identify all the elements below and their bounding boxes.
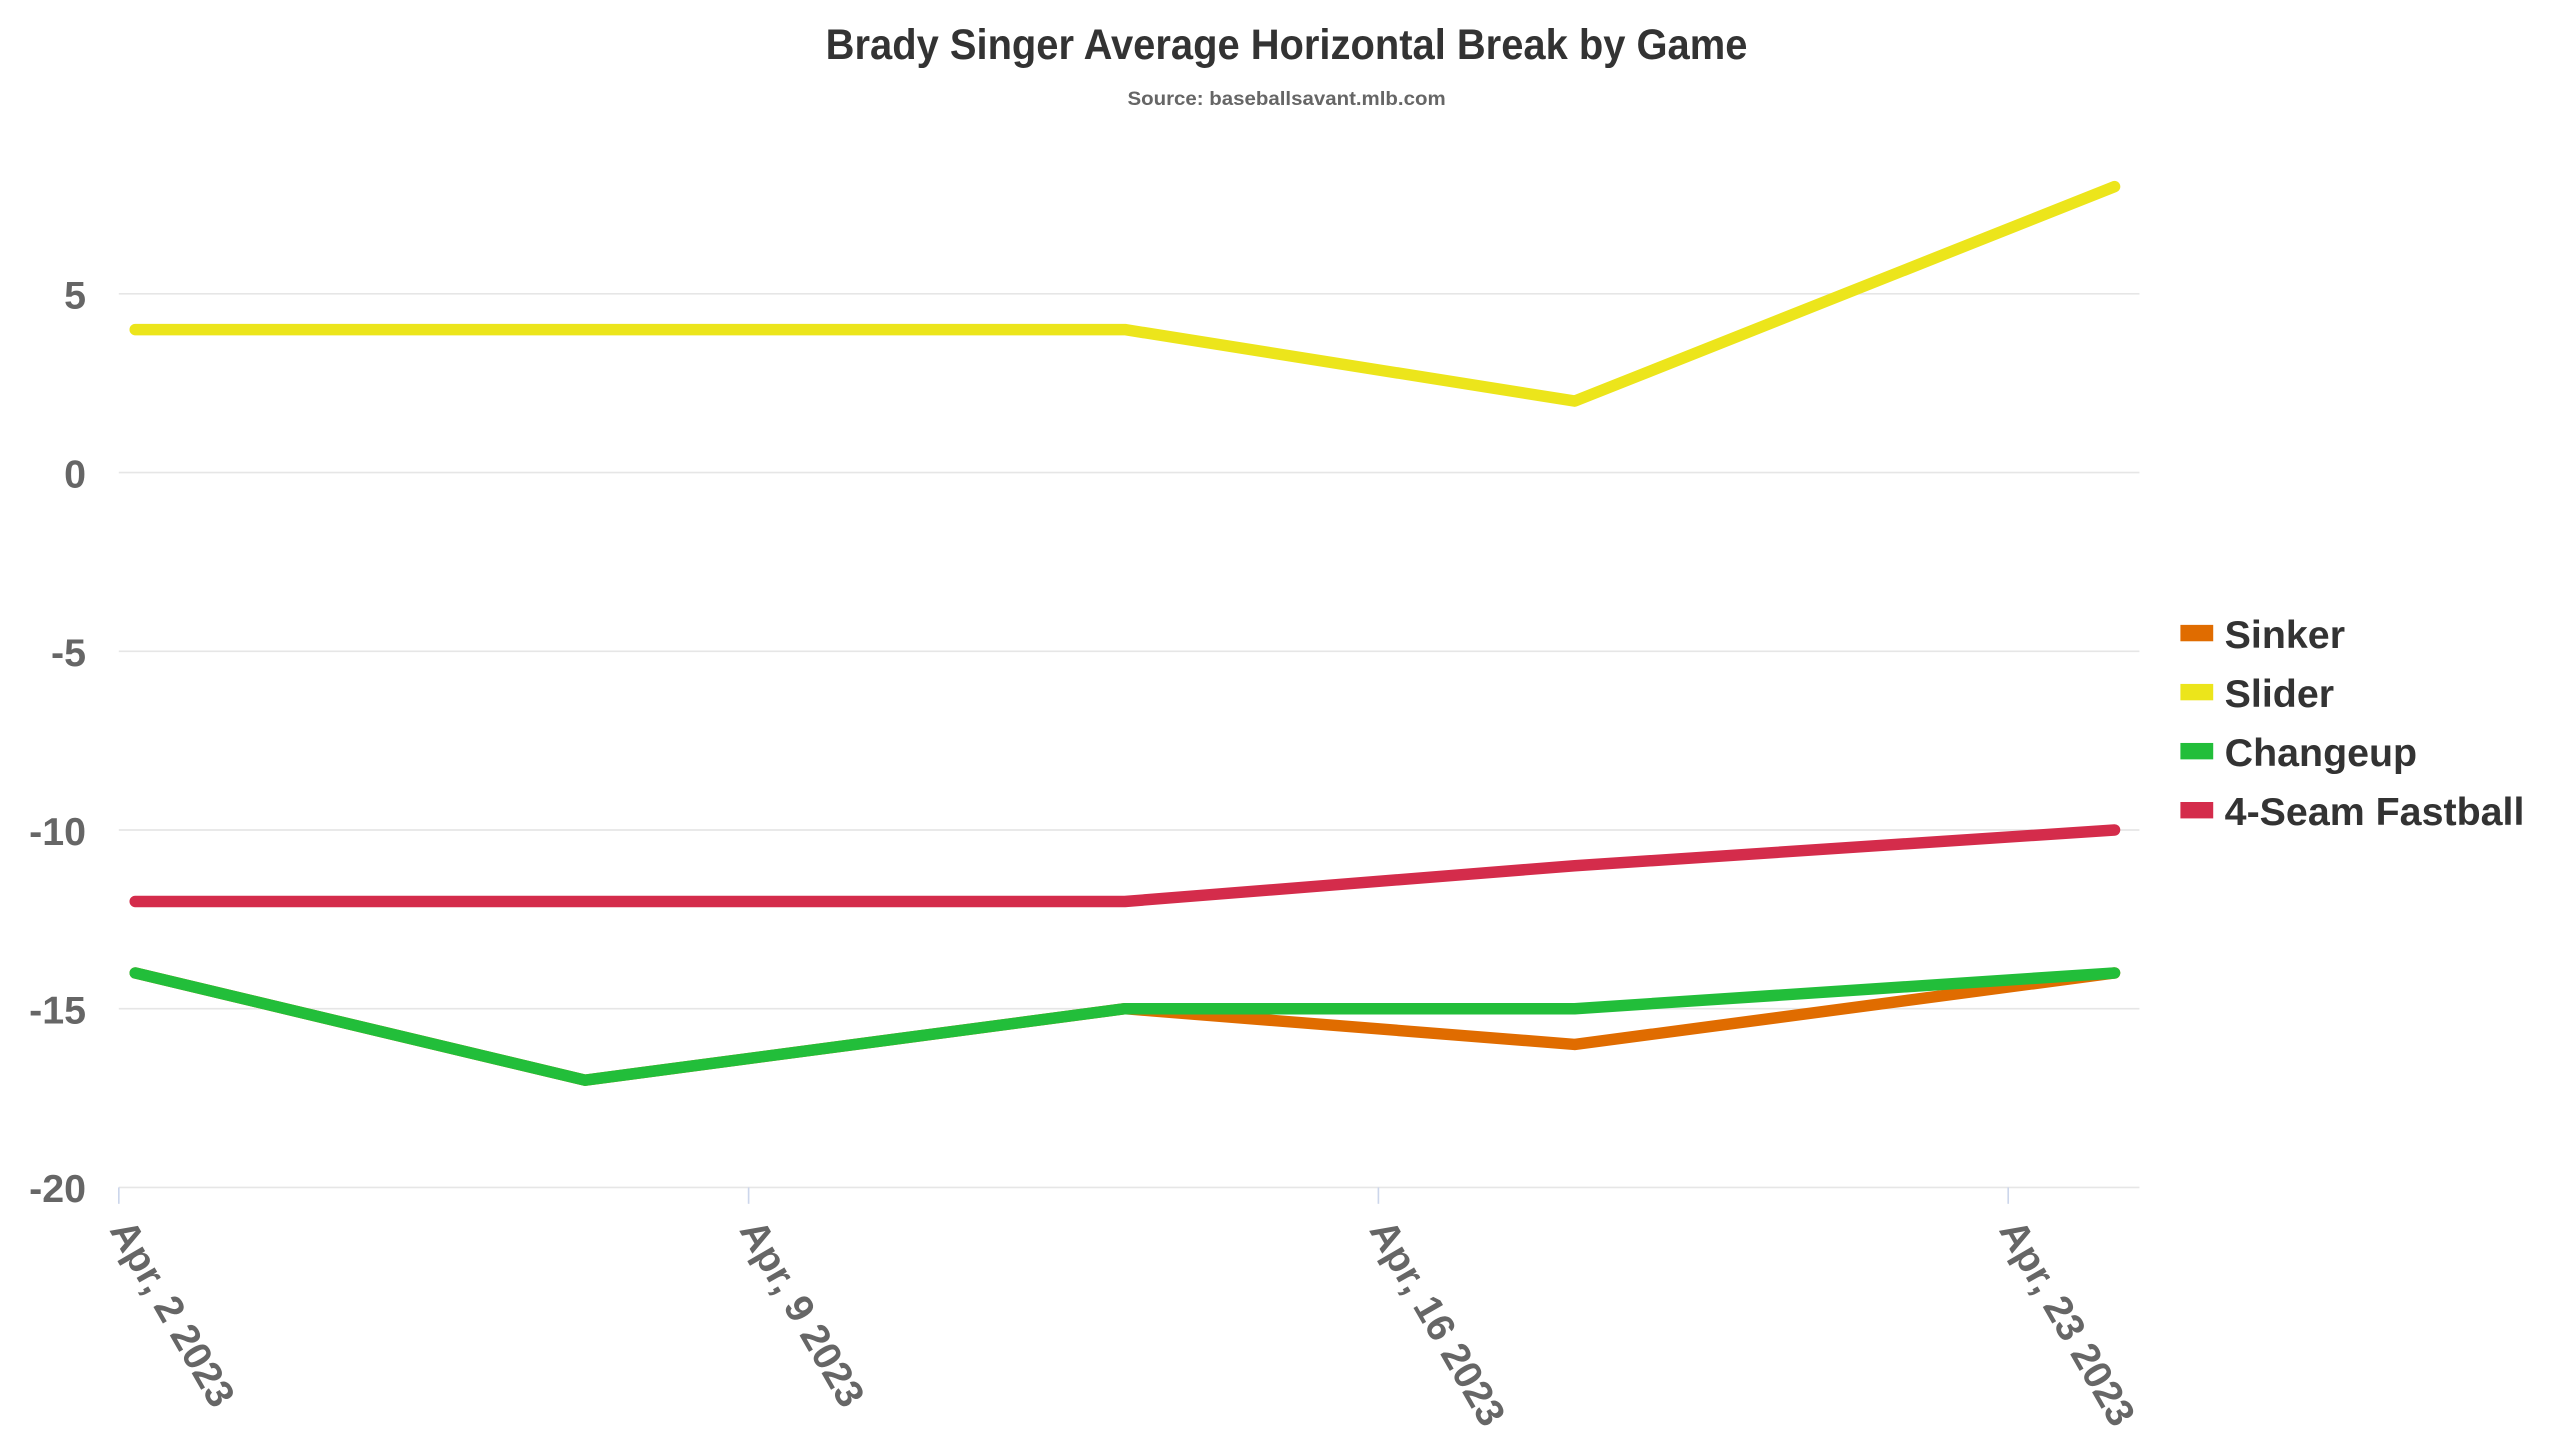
legend-swatch [2180,742,2214,760]
series-line-4-seam-fastball [129,824,2121,908]
x-tick-label: Apr, 9 2023 [731,1213,873,1415]
series-lines [129,180,2121,1086]
y-tick-label: -20 [29,1167,86,1211]
legend-label: Changeup [2225,731,2417,775]
series-line-slider [129,180,2121,407]
series-line-changeup [129,967,2121,1086]
gridlines [118,293,2140,1189]
legend-swatch [2180,683,2214,701]
legend: Sinker Slider Changeup 4-Seam Fastball [2180,613,2524,834]
legend-label: Sinker [2225,613,2345,657]
y-axis: -20 -15 -10 -5 0 5 [29,274,86,1212]
x-tick-label: Apr, 23 2023 [1991,1213,2144,1434]
x-tick-label: Apr, 16 2023 [1361,1213,1514,1434]
y-tick-label: 0 [64,452,86,496]
legend-item[interactable]: Sinker [2180,613,2345,657]
legend-label: 4-Seam Fastball [2225,790,2525,834]
legend-label: Slider [2225,672,2334,716]
x-axis: Apr, 2 2023 Apr, 9 2023 Apr, 16 2023 Apr, 2… [101,1187,2144,1434]
y-tick-label: 5 [64,274,86,318]
legend-item[interactable]: 4-Seam Fastball [2180,790,2524,834]
legend-swatch [2180,802,2214,819]
chart-title: Brady Singer Average Horizontal Break by… [826,21,1748,69]
y-tick-label: -5 [51,631,86,675]
legend-item[interactable]: Slider [2180,672,2334,716]
legend-swatch [2180,624,2214,642]
x-tick-label: Apr, 2 2023 [101,1213,243,1415]
chart-subtitle: Source: baseballsavant.mlb.com [1127,88,1445,110]
legend-item[interactable]: Changeup [2180,731,2417,775]
y-tick-label: -15 [29,988,86,1032]
y-tick-label: -10 [29,810,86,854]
